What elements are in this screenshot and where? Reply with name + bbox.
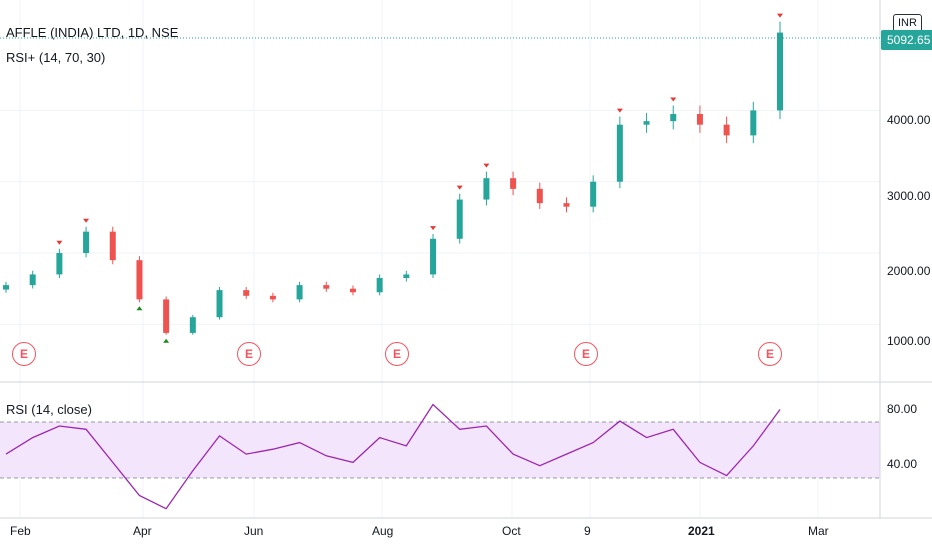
candle-body[interactable] [563, 203, 570, 207]
candle-body[interactable] [109, 231, 116, 261]
indicator-label-main[interactable]: RSI+ (14, 70, 30) [6, 50, 106, 65]
candle-body[interactable] [56, 253, 63, 275]
candle-body[interactable] [483, 178, 490, 200]
earnings-marker[interactable]: E [385, 342, 409, 366]
overbought-signal [483, 163, 490, 168]
candle-body[interactable] [616, 124, 623, 182]
candle-body[interactable] [536, 188, 543, 204]
candle-body[interactable] [349, 288, 356, 293]
candle-body[interactable] [696, 114, 703, 125]
candle-body[interactable] [216, 290, 223, 318]
candle-body[interactable] [777, 32, 783, 111]
candle-body[interactable] [3, 285, 9, 290]
rsi-axis-label: 40.00 [887, 457, 918, 471]
earnings-marker[interactable]: E [758, 342, 782, 366]
overbought-signal [430, 226, 437, 231]
rsi-axis-label: 80.00 [887, 402, 918, 416]
overbought-signal [777, 13, 783, 18]
time-axis-label: 9 [584, 524, 591, 538]
candle-body[interactable] [136, 260, 143, 300]
time-axis-label: Mar [808, 524, 829, 538]
time-axis-label: Oct [502, 524, 521, 538]
candle-body[interactable] [189, 317, 196, 333]
candle-body[interactable] [643, 121, 650, 125]
time-axis-label: Apr [133, 524, 152, 538]
oversold-signal [136, 306, 143, 311]
last-price-badge: 5092.65 [881, 30, 932, 50]
rsi-line [5, 403, 781, 510]
overbought-signal [83, 218, 90, 223]
rsi-band [0, 422, 880, 478]
time-axis-label: Jun [244, 524, 264, 538]
candle-body[interactable] [323, 285, 330, 289]
candle-body[interactable] [750, 110, 757, 136]
candle-body[interactable] [590, 181, 597, 207]
candle-body[interactable] [670, 114, 677, 122]
candle-body[interactable] [296, 285, 303, 300]
price-axis-label: 3000.00 [887, 189, 931, 203]
candle-body[interactable] [456, 199, 463, 239]
time-axis-label: Aug [372, 524, 394, 538]
oversold-signal [163, 338, 170, 343]
candle-body[interactable] [29, 274, 36, 286]
earnings-marker[interactable]: E [237, 342, 261, 366]
earnings-marker[interactable]: E [12, 342, 36, 366]
time-axis-label: 2021 [688, 524, 715, 538]
overbought-signal [670, 97, 677, 102]
symbol-title: AFFLE (INDIA) LTD, 1D, NSE [6, 25, 179, 40]
candle-body[interactable] [403, 274, 410, 278]
candle-body[interactable] [243, 290, 250, 296]
candle-body[interactable] [430, 238, 437, 275]
candle-body[interactable] [510, 178, 517, 189]
candle-body[interactable] [163, 299, 170, 333]
price-axis-label: 1000.00 [887, 334, 931, 348]
candle-body[interactable] [376, 278, 383, 293]
earnings-marker[interactable]: E [574, 342, 598, 366]
candle-body[interactable] [723, 124, 730, 136]
candle-body[interactable] [269, 295, 276, 300]
time-axis-label: Feb [10, 524, 31, 538]
indicator-label-rsi[interactable]: RSI (14, close) [6, 402, 92, 417]
candle-body[interactable] [83, 231, 90, 254]
price-axis-label: 2000.00 [887, 264, 931, 278]
overbought-signal [456, 185, 463, 190]
overbought-signal [616, 108, 623, 113]
overbought-signal [56, 240, 63, 245]
price-axis-label: 4000.00 [887, 113, 931, 127]
